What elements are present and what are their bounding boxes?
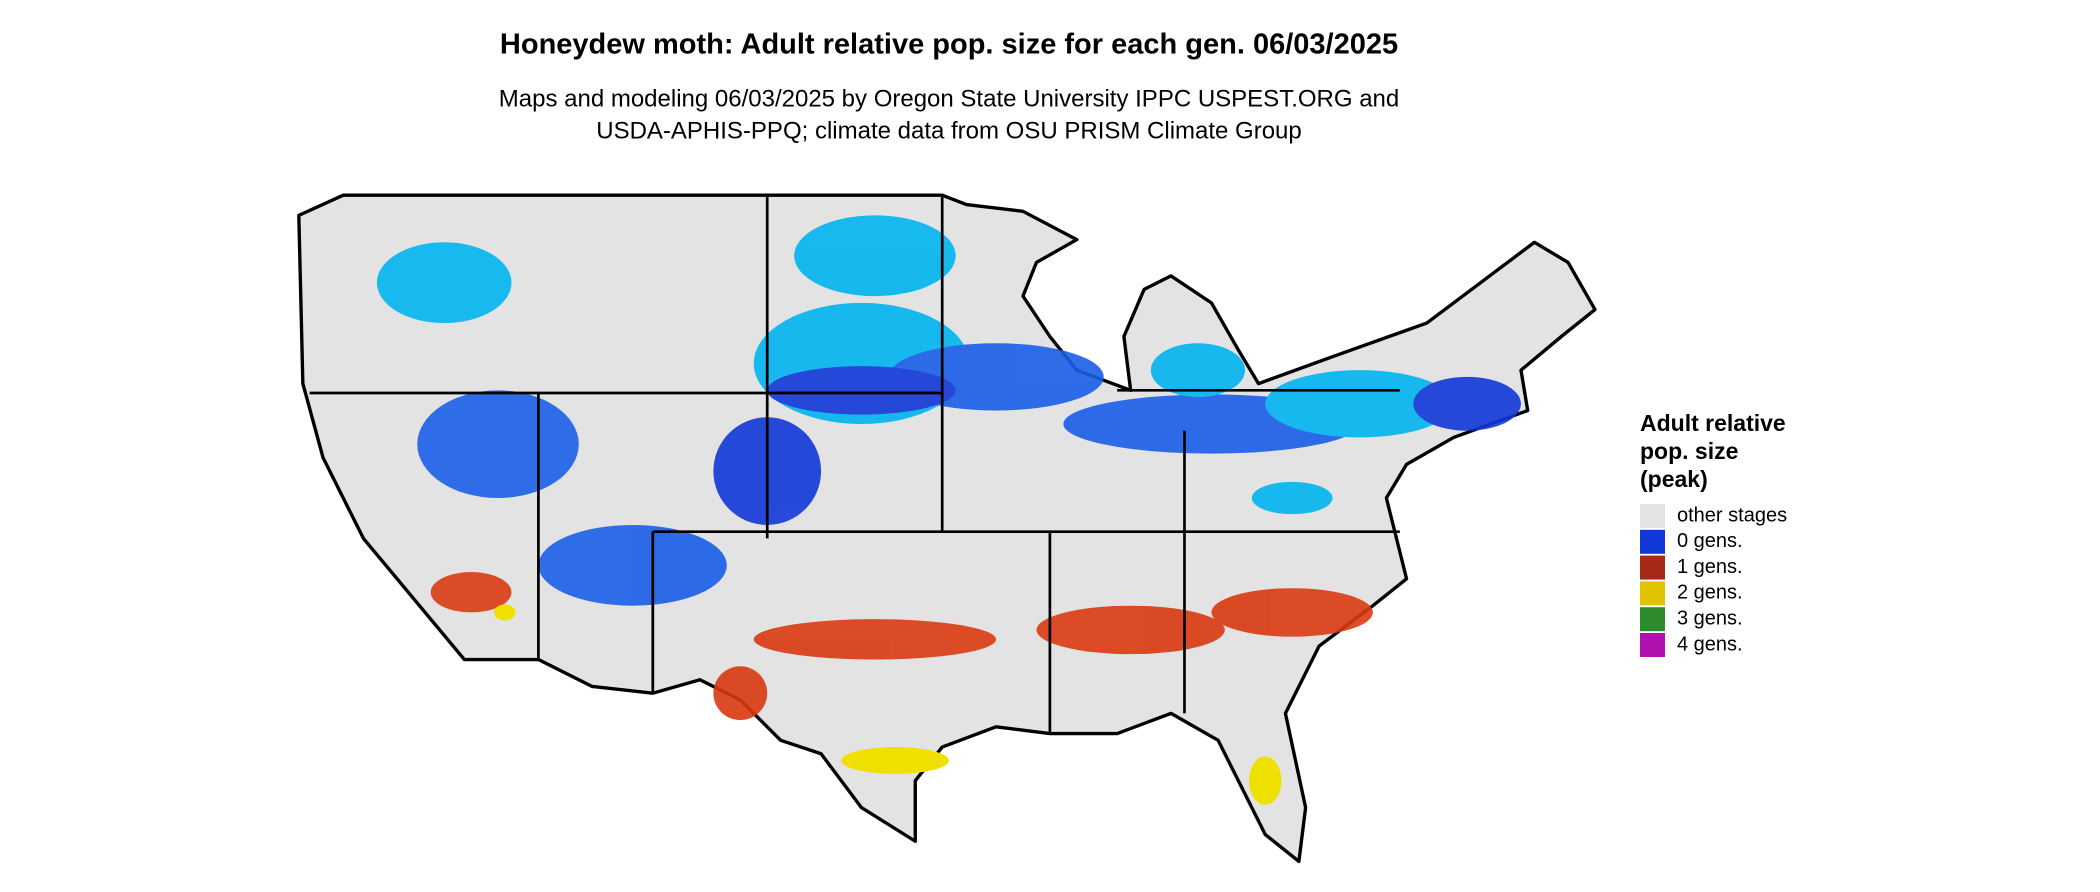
legend-title: (peak)	[1640, 466, 1708, 492]
subtitle-line: USDA-APHIS-PPQ; climate data from OSU PR…	[596, 117, 1302, 144]
legend-label: 4 gens.	[1677, 633, 1743, 655]
legend-swatch	[1640, 581, 1665, 606]
us-outline	[297, 193, 1597, 864]
legend-title: pop. size	[1640, 438, 1738, 464]
legend-title: Adult relative	[1640, 410, 1786, 436]
map-title: Honeydew moth: Adult relative pop. size …	[500, 29, 1398, 61]
one-gen-areas	[430, 572, 1373, 721]
legend-swatch	[1640, 529, 1665, 554]
legend-swatch	[1640, 607, 1665, 632]
subtitle-line: Maps and modeling 06/03/2025 by Oregon S…	[499, 85, 1399, 112]
state-borders	[309, 195, 1400, 734]
legend-swatch	[1640, 633, 1665, 657]
legend-label: 1 gens.	[1677, 556, 1743, 578]
us-map	[297, 193, 1597, 864]
two-gen-areas	[493, 604, 1282, 805]
legend-swatch	[1640, 555, 1665, 580]
legend-label: 0 gens.	[1677, 530, 1743, 552]
legend-label: 2 gens.	[1677, 582, 1743, 604]
legend-label: 3 gens.	[1677, 607, 1743, 629]
legend-label: other stages	[1677, 504, 1787, 526]
legend-swatch	[1640, 504, 1665, 528]
